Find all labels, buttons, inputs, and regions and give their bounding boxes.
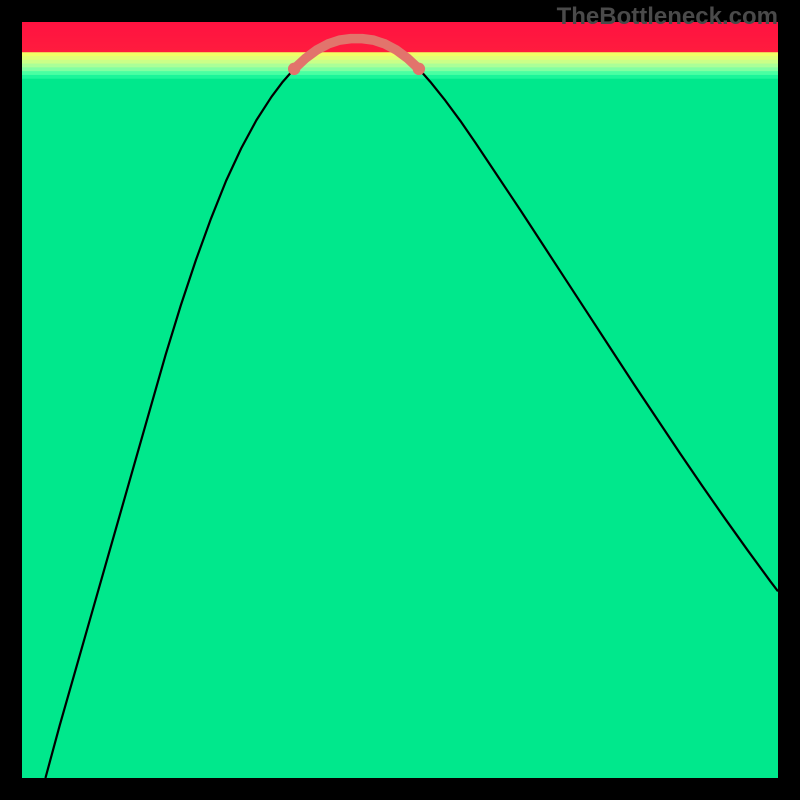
plot-area bbox=[22, 22, 778, 778]
green-band-stripe bbox=[22, 79, 778, 83]
watermark-text: TheBottleneck.com bbox=[557, 3, 778, 31]
chart-svg bbox=[22, 22, 778, 778]
green-band-stripe bbox=[22, 71, 778, 75]
green-band-stripe bbox=[22, 64, 778, 68]
chart-frame bbox=[22, 22, 778, 778]
valley-endpoint-marker bbox=[288, 63, 300, 75]
green-band-stripe bbox=[22, 75, 778, 79]
valley-endpoint-marker bbox=[413, 63, 425, 75]
green-band-stripe bbox=[22, 60, 778, 64]
green-band-stripe bbox=[22, 67, 778, 71]
